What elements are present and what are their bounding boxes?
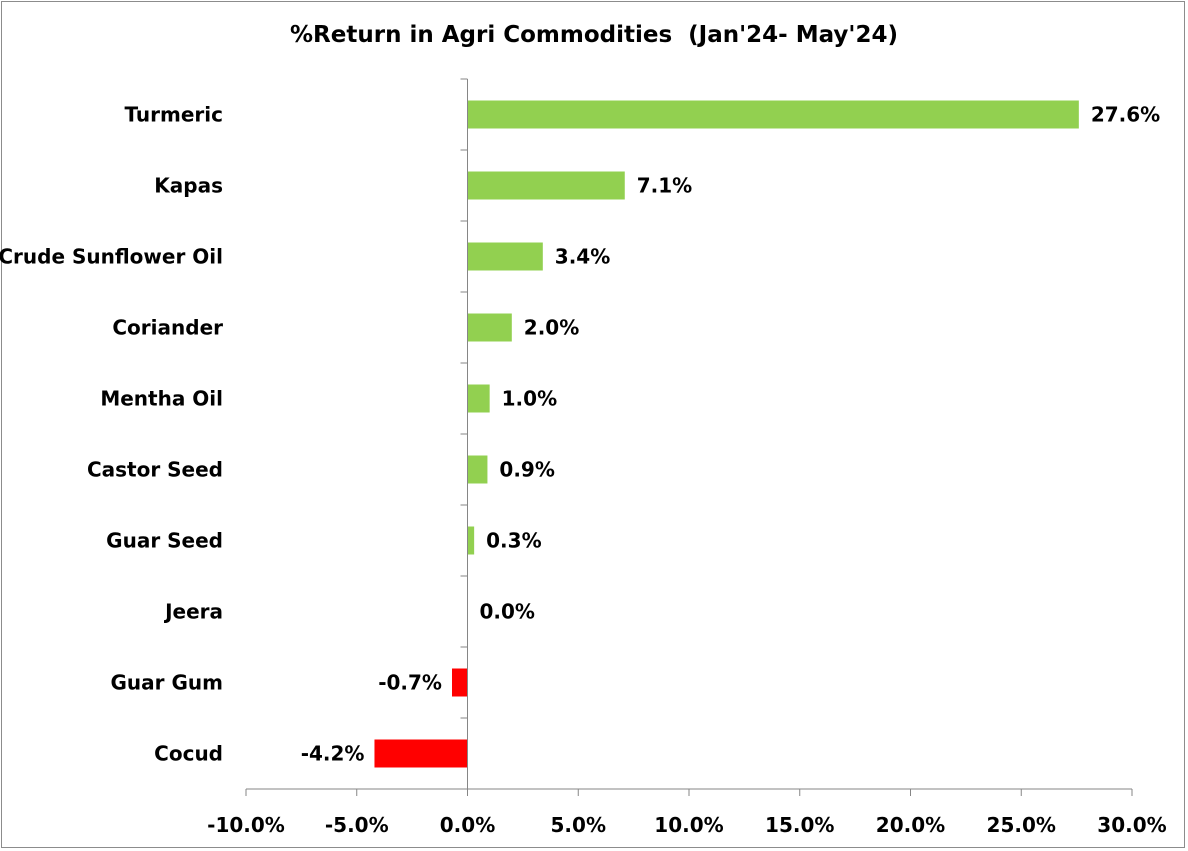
data-label: 3.4% [555,245,610,269]
bar-cocud [374,739,468,768]
data-label: 0.3% [486,529,541,553]
category-label: Jeera [163,600,223,624]
value-tick-label: 5.0% [551,813,606,837]
bar-mentha-oil [467,384,490,413]
labels-layer: Turmeric 27.6% Kapas 7.1% Crude Sunflower Oi… [0,103,1167,838]
category-label: Kapas [154,174,223,198]
data-label: 0.0% [480,600,535,624]
category-label: Mentha Oil [100,387,223,411]
bar-guar-seed [467,526,475,555]
value-tick-label: 25.0% [987,813,1056,837]
category-label: Guar Gum [111,671,223,695]
data-label: 0.9% [499,458,554,482]
value-tick-label: -5.0% [325,813,389,837]
bar-coriander [467,313,512,342]
category-label: Turmeric [124,103,223,127]
value-tick-label: 10.0% [654,813,723,837]
bars-layer [374,100,1079,768]
chart-title: %Return in Agri Commodities (Jan'24- May… [290,22,898,48]
bar-kapas [467,171,625,200]
bar-castor-seed [467,455,488,484]
value-tick-label: 0.0% [440,813,495,837]
category-label: Crude Sunflower Oil [0,245,223,269]
value-tick-label: 30.0% [1097,813,1166,837]
axes-layer [245,78,1133,796]
category-label: Castor Seed [87,458,223,482]
bar-crude-sunflower-oil [467,242,543,271]
data-label: 27.6% [1091,103,1160,127]
category-label: Guar Seed [106,529,223,553]
data-label: 7.1% [637,174,692,198]
data-label: -0.7% [378,671,442,695]
data-label: -4.2% [301,742,365,766]
value-tick-label: 15.0% [765,813,834,837]
bar-turmeric [467,100,1079,129]
data-label: 2.0% [524,316,579,340]
category-label: Cocud [154,742,223,766]
value-tick-label: 20.0% [876,813,945,837]
category-label: Coriander [112,316,223,340]
bar-guar-gum [451,668,468,697]
data-label: 1.0% [502,387,557,411]
value-tick-label: -10.0% [207,813,285,837]
